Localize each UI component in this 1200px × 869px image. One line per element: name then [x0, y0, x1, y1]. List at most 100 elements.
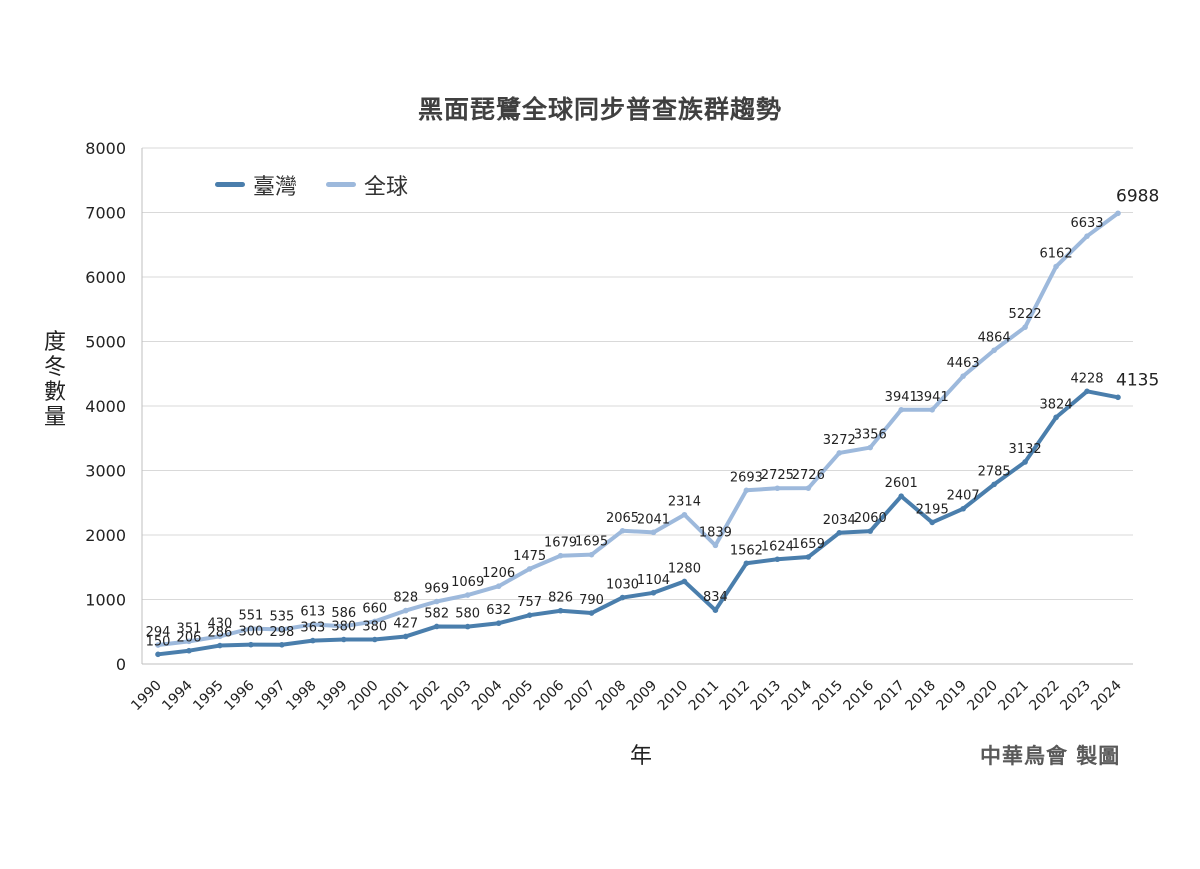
data-point [279, 626, 285, 633]
data-point [186, 638, 192, 645]
x-tick-label: 2013 [748, 678, 785, 715]
y-tick-label: 8000 [85, 139, 126, 158]
data-label: 613 [300, 604, 325, 619]
x-tick-label: 2006 [531, 677, 568, 714]
data-label: 3941 [916, 390, 949, 405]
legend-label-global: 全球 [364, 174, 409, 200]
data-label: 757 [517, 595, 542, 610]
data-label: 580 [455, 607, 480, 622]
y-tick-label: 2000 [85, 526, 126, 545]
data-point [248, 625, 254, 632]
data-point [402, 607, 409, 614]
data-point [836, 450, 843, 456]
data-label: 1839 [699, 525, 732, 540]
data-point [650, 529, 657, 536]
data-label: 5222 [1009, 307, 1042, 322]
x-tick-label: 1998 [283, 678, 320, 715]
x-tick-label: 2019 [933, 678, 970, 715]
data-point [712, 607, 719, 614]
x-tick-label: 2011 [686, 678, 723, 715]
data-label: 1695 [575, 535, 608, 550]
data-label: 2726 [792, 468, 825, 483]
data-point [1115, 394, 1121, 401]
data-label: 582 [424, 606, 449, 621]
x-tick-label: 2012 [717, 678, 754, 715]
data-label: 1030 [606, 578, 639, 593]
data-label: 430 [208, 616, 233, 631]
data-point [991, 481, 997, 488]
data-point [433, 598, 440, 605]
data-point [836, 530, 843, 536]
data-label: 363 [300, 621, 325, 636]
data-point [186, 647, 192, 654]
series-line-taiwan [156, 389, 1120, 657]
data-point [1022, 459, 1028, 465]
x-tick-label: 2015 [810, 678, 847, 715]
x-tick-label: 2024 [1088, 677, 1125, 714]
data-point [155, 651, 161, 658]
data-point [712, 542, 719, 549]
y-tick-label: 7000 [85, 204, 126, 223]
x-tick-label: 2004 [469, 677, 506, 714]
data-point [217, 633, 223, 640]
data-point [681, 578, 688, 585]
data-label: 427 [393, 616, 418, 631]
data-label: 286 [208, 626, 233, 641]
data-label: 3356 [854, 428, 887, 443]
data-point [495, 583, 502, 590]
data-label: 6162 [1040, 247, 1073, 262]
y-tick-label: 5000 [85, 333, 126, 352]
x-tick-label: 2008 [593, 678, 630, 715]
data-point [310, 637, 316, 644]
data-label: 969 [424, 581, 449, 596]
data-label: 586 [331, 606, 356, 621]
y-axis-label: 度冬數量 [43, 330, 66, 430]
data-point [991, 347, 997, 354]
data-point [898, 407, 905, 413]
x-tick-label: 2000 [345, 678, 382, 715]
data-point [960, 505, 966, 512]
x-tick-label: 2016 [841, 677, 878, 714]
data-label: 3941 [885, 390, 918, 405]
data-point [867, 528, 874, 534]
x-tick-label: 2001 [376, 678, 413, 715]
data-label: 300 [238, 625, 263, 640]
data-point [464, 592, 471, 598]
data-point [341, 636, 347, 643]
data-label: 4864 [978, 330, 1011, 345]
data-label: 2314 [668, 495, 701, 510]
data-point [495, 620, 502, 627]
x-tick-label: 1990 [128, 678, 165, 715]
data-label: 2041 [637, 512, 670, 527]
legend-item-taiwan: 臺灣 [215, 169, 297, 201]
data-label: 551 [238, 608, 263, 623]
data-point [402, 633, 409, 640]
data-label: 6988 [1116, 186, 1159, 206]
y-tick-label: 6000 [85, 268, 126, 287]
data-point [557, 552, 564, 559]
x-tick-label: 2021 [995, 678, 1032, 715]
x-tick-label: 2003 [438, 678, 475, 715]
data-point [619, 594, 626, 601]
data-label: 2785 [978, 464, 1011, 479]
data-label: 834 [703, 590, 728, 605]
data-label: 2693 [730, 470, 763, 485]
y-tick-label: 3000 [85, 462, 126, 481]
data-point [805, 485, 812, 491]
legend: 臺灣 全球 [215, 168, 430, 201]
data-label: 828 [393, 591, 418, 606]
legend-swatch-global [326, 182, 357, 187]
x-axis-label: 年 [630, 744, 653, 769]
data-label: 294 [146, 625, 171, 640]
data-point [743, 487, 750, 494]
series-line-global [156, 211, 1120, 648]
data-point [774, 556, 781, 563]
data-point [588, 551, 595, 558]
x-tick-label: 1994 [159, 677, 196, 714]
data-point [526, 612, 533, 618]
y-tick-label: 4000 [85, 397, 126, 416]
data-label: 1679 [544, 536, 577, 551]
data-point [217, 642, 223, 649]
data-label: 1206 [482, 566, 515, 581]
data-label: 206 [177, 631, 202, 646]
